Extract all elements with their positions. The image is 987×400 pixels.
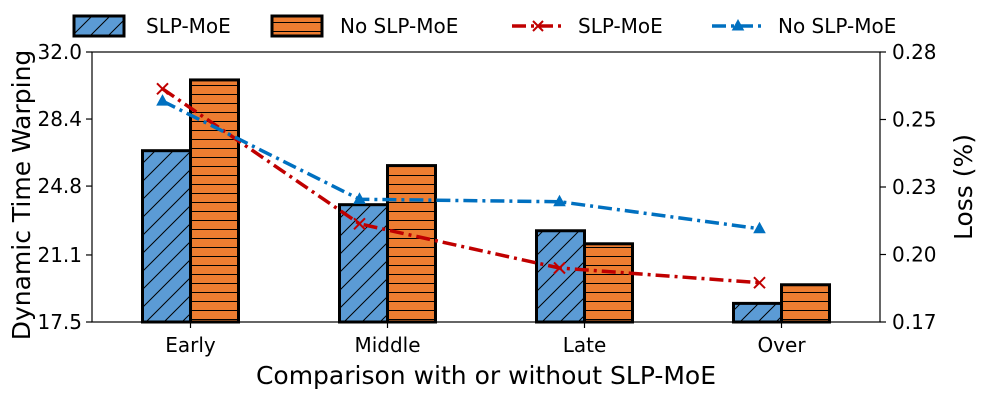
legend-label-slp-moe-with: SLP-MoE [146,14,231,38]
left-tick-label: 24.8 [37,174,82,198]
legend-swatch-slp-moe-with [72,14,126,38]
bar-no-slp-moe-early [189,78,240,324]
line-slp-moe-with [161,87,760,285]
legend-label-slp-moe-with: SLP-MoE [578,14,663,38]
bar-no-slp-moe-late [583,242,634,324]
marker-no-slp-moe-without-early [156,94,169,106]
right-tick-label: 0.23 [892,175,937,199]
legend: SLP-MoE No SLP-MoE SLP-MoE No SLP-MoE [72,14,896,38]
bar-no-slp-moe-over [780,283,831,324]
y-axis-left-title: Dynamic Time Warping [7,50,36,341]
bar-slp-moe-early [141,149,192,324]
right-tick-label: 0.20 [892,243,937,267]
left-tick-label: 28.4 [37,107,82,131]
right-tick-label: 0.28 [892,40,937,64]
legend-marker-x-icon [532,20,544,32]
x-tick-label-over: Over [757,333,806,357]
right-tick-label: 0.25 [892,108,937,132]
left-tick-label: 21.1 [37,243,82,267]
marker-no-slp-moe-without-over [753,221,766,234]
legend-marker-triangle-icon [731,19,745,31]
x-tick-label-middle: Middle [354,333,420,357]
marker-no-slp-moe-without-late [553,194,566,207]
x-tick-label-late: Late [563,333,607,357]
labels-group: 17.5 21.1 24.8 28.4 32.0 0.17 0.20 0.23 0.25 0.28… [7,40,978,390]
lines-group [156,82,766,289]
right-tick-label: 0.17 [892,310,937,334]
legend-label-no-slp-moe-without: No SLP-MoE [340,14,458,38]
left-tick-label: 32.0 [37,40,82,64]
axes-group [86,51,886,328]
bar-no-slp-moe-middle [386,164,437,324]
x-axis-title: Comparison with or without SLP-MoE [256,361,716,390]
x-tick-label-early: Early [165,333,216,357]
bar-slp-moe-middle [338,203,389,324]
marker-slp-moe-with-middle [353,217,366,231]
y-axis-right-title: Loss (%) [949,134,978,240]
line-no-slp-moe-without [161,99,760,231]
marker-slp-moe-with-late [553,261,566,275]
legend-label-no-slp-moe-without: No SLP-MoE [778,14,896,38]
marker-slp-moe-with-early [156,82,169,96]
bar-slp-moe-late [535,229,586,324]
legend-swatch-no-slp-moe-without [270,14,324,38]
marker-no-slp-moe-without-middle [353,192,366,204]
marker-slp-moe-with-over [753,276,766,289]
bars-group [141,78,831,324]
left-tick-label: 17.5 [37,310,82,334]
bar-slp-moe-over [732,301,783,324]
